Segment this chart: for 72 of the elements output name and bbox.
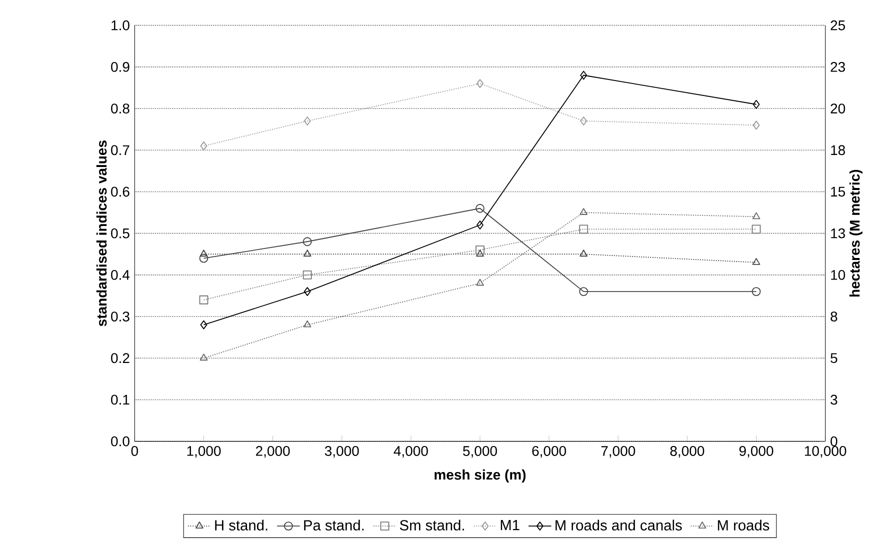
point — [580, 250, 588, 257]
point — [476, 204, 484, 213]
y2-tick-label: 8 — [830, 312, 838, 322]
point — [580, 116, 588, 126]
point — [752, 212, 760, 220]
point — [752, 100, 760, 109]
y2-tick-label: 3 — [830, 394, 838, 405]
x-tick-label: 10,000 — [804, 446, 846, 458]
y-tick-label: 0.4 — [111, 270, 130, 280]
point — [304, 116, 311, 126]
point — [302, 237, 312, 246]
point — [476, 220, 484, 230]
x-tick-label: 1,000 — [187, 446, 221, 458]
x-tick-label: 2,000 — [256, 446, 290, 458]
point — [752, 224, 761, 234]
point — [580, 208, 588, 215]
legend-label: H stand. — [215, 520, 268, 530]
point — [580, 70, 588, 80]
y2-tick-label: 5 — [830, 353, 838, 364]
y-tick-label: 0.9 — [111, 62, 130, 72]
y2-tick-label: 15 — [831, 186, 846, 197]
x-tick-label: 8,000 — [670, 446, 704, 458]
x-tick-label: 7,000 — [601, 446, 636, 458]
y-tick-label: 0.3 — [111, 312, 130, 322]
point — [303, 250, 312, 257]
y-tick-label: 1.0 — [112, 20, 130, 30]
y-tick-label: 0.2 — [111, 353, 130, 364]
y2-tick-label: 0 — [830, 436, 838, 446]
point — [303, 320, 312, 328]
point — [304, 287, 311, 296]
x-tick-label: 4,000 — [394, 446, 428, 458]
point — [200, 141, 208, 150]
legend-label: M roads and canals — [556, 520, 682, 530]
point — [752, 287, 761, 296]
legend-label: Sm stand. — [400, 520, 464, 530]
point — [200, 320, 208, 330]
point — [476, 278, 484, 286]
point — [752, 258, 760, 265]
y2-tick-label: 13 — [831, 228, 846, 238]
y-tick-label: 0.6 — [111, 186, 130, 197]
point — [302, 270, 312, 280]
point — [476, 245, 484, 254]
point — [200, 354, 208, 361]
y-tick-label: 0.5 — [111, 228, 130, 238]
point — [476, 250, 484, 257]
x-tick-label: 0 — [131, 446, 138, 456]
point — [199, 295, 208, 304]
y2-tick-label: 25 — [830, 20, 846, 30]
legend-label: M1 — [500, 520, 520, 530]
x-tick-label: 3,000 — [324, 446, 359, 458]
point — [579, 224, 588, 234]
point — [752, 120, 760, 130]
y2-tick-label: 23 — [830, 62, 846, 72]
x-axis-title: mesh size (m) — [434, 469, 526, 482]
y-tick-label: 0.1 — [111, 394, 130, 405]
y2-tick-label: 18 — [831, 145, 846, 156]
y2-axis-title: hectares (M metric) — [849, 170, 862, 297]
legend-label: M roads — [718, 520, 770, 530]
point — [199, 254, 208, 263]
point — [476, 79, 484, 88]
y-tick-label: 0.0 — [111, 436, 130, 446]
x-tick-label: 5,000 — [463, 446, 497, 458]
y2-tick-label: 10 — [831, 270, 846, 280]
y-tick-label: 0.7 — [111, 145, 130, 156]
y-tick-label: 0.8 — [111, 104, 130, 114]
x-tick-label: 6,000 — [532, 446, 566, 458]
point — [579, 287, 588, 296]
x-tick-label: 9,000 — [739, 446, 774, 458]
point — [200, 250, 208, 257]
y-axis-title: standardised indices values — [96, 140, 107, 326]
y2-tick-label: 20 — [830, 104, 846, 114]
legend-label: Pa stand. — [304, 520, 364, 530]
